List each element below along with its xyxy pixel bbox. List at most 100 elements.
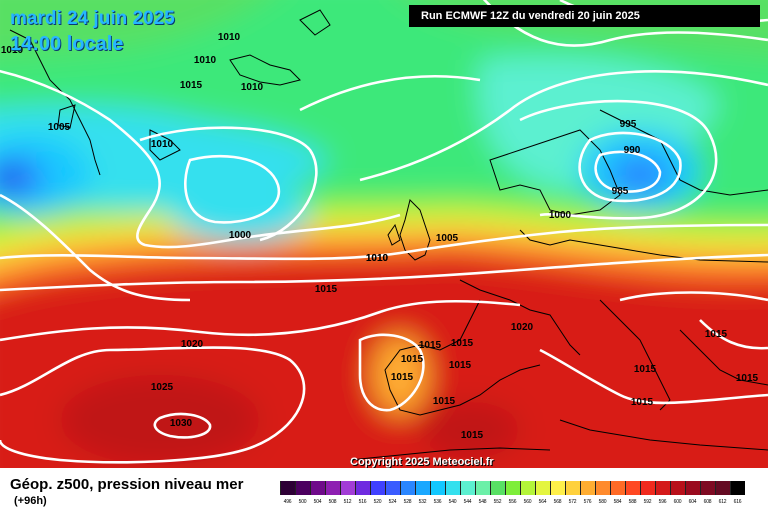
isobar-label: 1010 <box>151 139 174 150</box>
scale-label: 572 <box>568 499 577 505</box>
scale-label: 604 <box>688 499 697 505</box>
scale-swatch <box>400 481 415 495</box>
scale-swatch <box>520 481 535 495</box>
lead-time: (+96h) <box>14 495 47 507</box>
scale-swatch <box>355 481 370 495</box>
isobar-label: 1010 <box>366 253 389 264</box>
scale-label: 612 <box>718 499 727 505</box>
coastlines <box>9 9 768 461</box>
scale-label: 532 <box>418 499 427 505</box>
isobar-label: 1015 <box>451 338 474 349</box>
scale-swatch <box>310 481 325 495</box>
isobar-label: 990 <box>624 145 641 156</box>
scale-swatch <box>475 481 490 495</box>
isobar-label: 1025 <box>151 382 174 393</box>
scale-label: 588 <box>628 499 637 505</box>
scale-swatch <box>415 481 430 495</box>
scale-swatch <box>565 481 580 495</box>
scale-swatch <box>685 481 700 495</box>
scale-label: 592 <box>643 499 652 505</box>
scale-label: 568 <box>553 499 562 505</box>
isobar-label: 1020 <box>181 339 204 350</box>
scale-swatch <box>655 481 670 495</box>
scale-label: 520 <box>373 499 382 505</box>
isobar-label: 1015 <box>315 284 338 295</box>
isobar-label: 1005 <box>48 122 71 133</box>
model-run-info: Run ECMWF 12Z du vendredi 20 juin 2025 <box>409 5 760 27</box>
scale-swatch <box>595 481 610 495</box>
scale-swatch <box>670 481 685 495</box>
isobar-label: 1000 <box>229 230 252 241</box>
scale-swatch <box>700 481 715 495</box>
scale-swatch <box>535 481 550 495</box>
isobars <box>0 0 768 462</box>
forecast-time-title: 14:00 locale <box>10 33 124 55</box>
isobar-label: 1015 <box>391 372 414 383</box>
scale-label: 544 <box>463 499 472 505</box>
scale-label: 556 <box>508 499 517 505</box>
scale-label: 548 <box>478 499 487 505</box>
scale-swatch <box>625 481 640 495</box>
isobar-label: 1020 <box>511 322 534 333</box>
scale-swatch <box>325 481 340 495</box>
isobar-label: 1015 <box>461 430 484 441</box>
scale-label: 552 <box>493 499 502 505</box>
scale-swatch <box>445 481 460 495</box>
scale-label: 560 <box>523 499 532 505</box>
scale-swatch <box>370 481 385 495</box>
scale-label: 616 <box>733 499 742 505</box>
isobar-label: 1005 <box>436 233 459 244</box>
isobar-label: 1010 <box>194 55 217 66</box>
scale-swatch <box>490 481 505 495</box>
scale-label: 596 <box>658 499 667 505</box>
scale-label: 600 <box>673 499 682 505</box>
scale-label: 500 <box>298 499 307 505</box>
isobar-label: 1015 <box>419 340 442 351</box>
isobar-label: 1015 <box>736 373 759 384</box>
scale-label: 496 <box>283 499 292 505</box>
scale-swatch <box>430 481 445 495</box>
scale-label: 536 <box>433 499 442 505</box>
scale-swatch <box>610 481 625 495</box>
isobar-label: 1015 <box>401 354 424 365</box>
scale-swatch <box>580 481 595 495</box>
isobar-label: 1015 <box>180 80 203 91</box>
isobar-label: 985 <box>612 186 629 197</box>
forecast-date-title: mardi 24 juin 2025 <box>10 8 175 29</box>
scale-swatch <box>550 481 565 495</box>
scale-swatch <box>460 481 475 495</box>
isobar-label: 1010 <box>241 82 264 93</box>
scale-label: 540 <box>448 499 457 505</box>
isobar-label: 1015 <box>433 396 456 407</box>
scale-swatch <box>640 481 655 495</box>
isobar-labels: 1010 1010 1015 1010 1010 1010 1005 1010 … <box>1 32 759 441</box>
color-scale <box>280 481 745 495</box>
isobar-label: 1010 <box>218 32 241 43</box>
z500-color-field <box>0 0 768 468</box>
scale-label: 576 <box>583 499 592 505</box>
isobar-label: 1015 <box>449 360 472 371</box>
scale-label: 508 <box>328 499 337 505</box>
isobar-label: 995 <box>620 119 637 130</box>
scale-swatch <box>280 481 295 495</box>
scale-label: 504 <box>313 499 322 505</box>
isobar-label: 1015 <box>631 397 654 408</box>
isobar-label: 1010 <box>1 45 24 56</box>
scale-swatch <box>295 481 310 495</box>
isobar-label: 1015 <box>634 364 657 375</box>
isobar-label: 1000 <box>549 210 572 221</box>
scale-label: 524 <box>388 499 397 505</box>
scale-label: 512 <box>343 499 352 505</box>
scale-label: 584 <box>613 499 622 505</box>
scale-swatch <box>340 481 355 495</box>
isobar-label: 1030 <box>170 418 193 429</box>
legend-bar: Géop. z500, pression niveau mer (+96h) 4… <box>0 468 768 512</box>
scale-label: 564 <box>538 499 547 505</box>
scale-label: 608 <box>703 499 712 505</box>
isobar-label: 1010 <box>366 253 389 264</box>
scale-swatch <box>730 481 745 495</box>
scale-swatch <box>715 481 730 495</box>
scale-swatch <box>385 481 400 495</box>
scale-label: 528 <box>403 499 412 505</box>
